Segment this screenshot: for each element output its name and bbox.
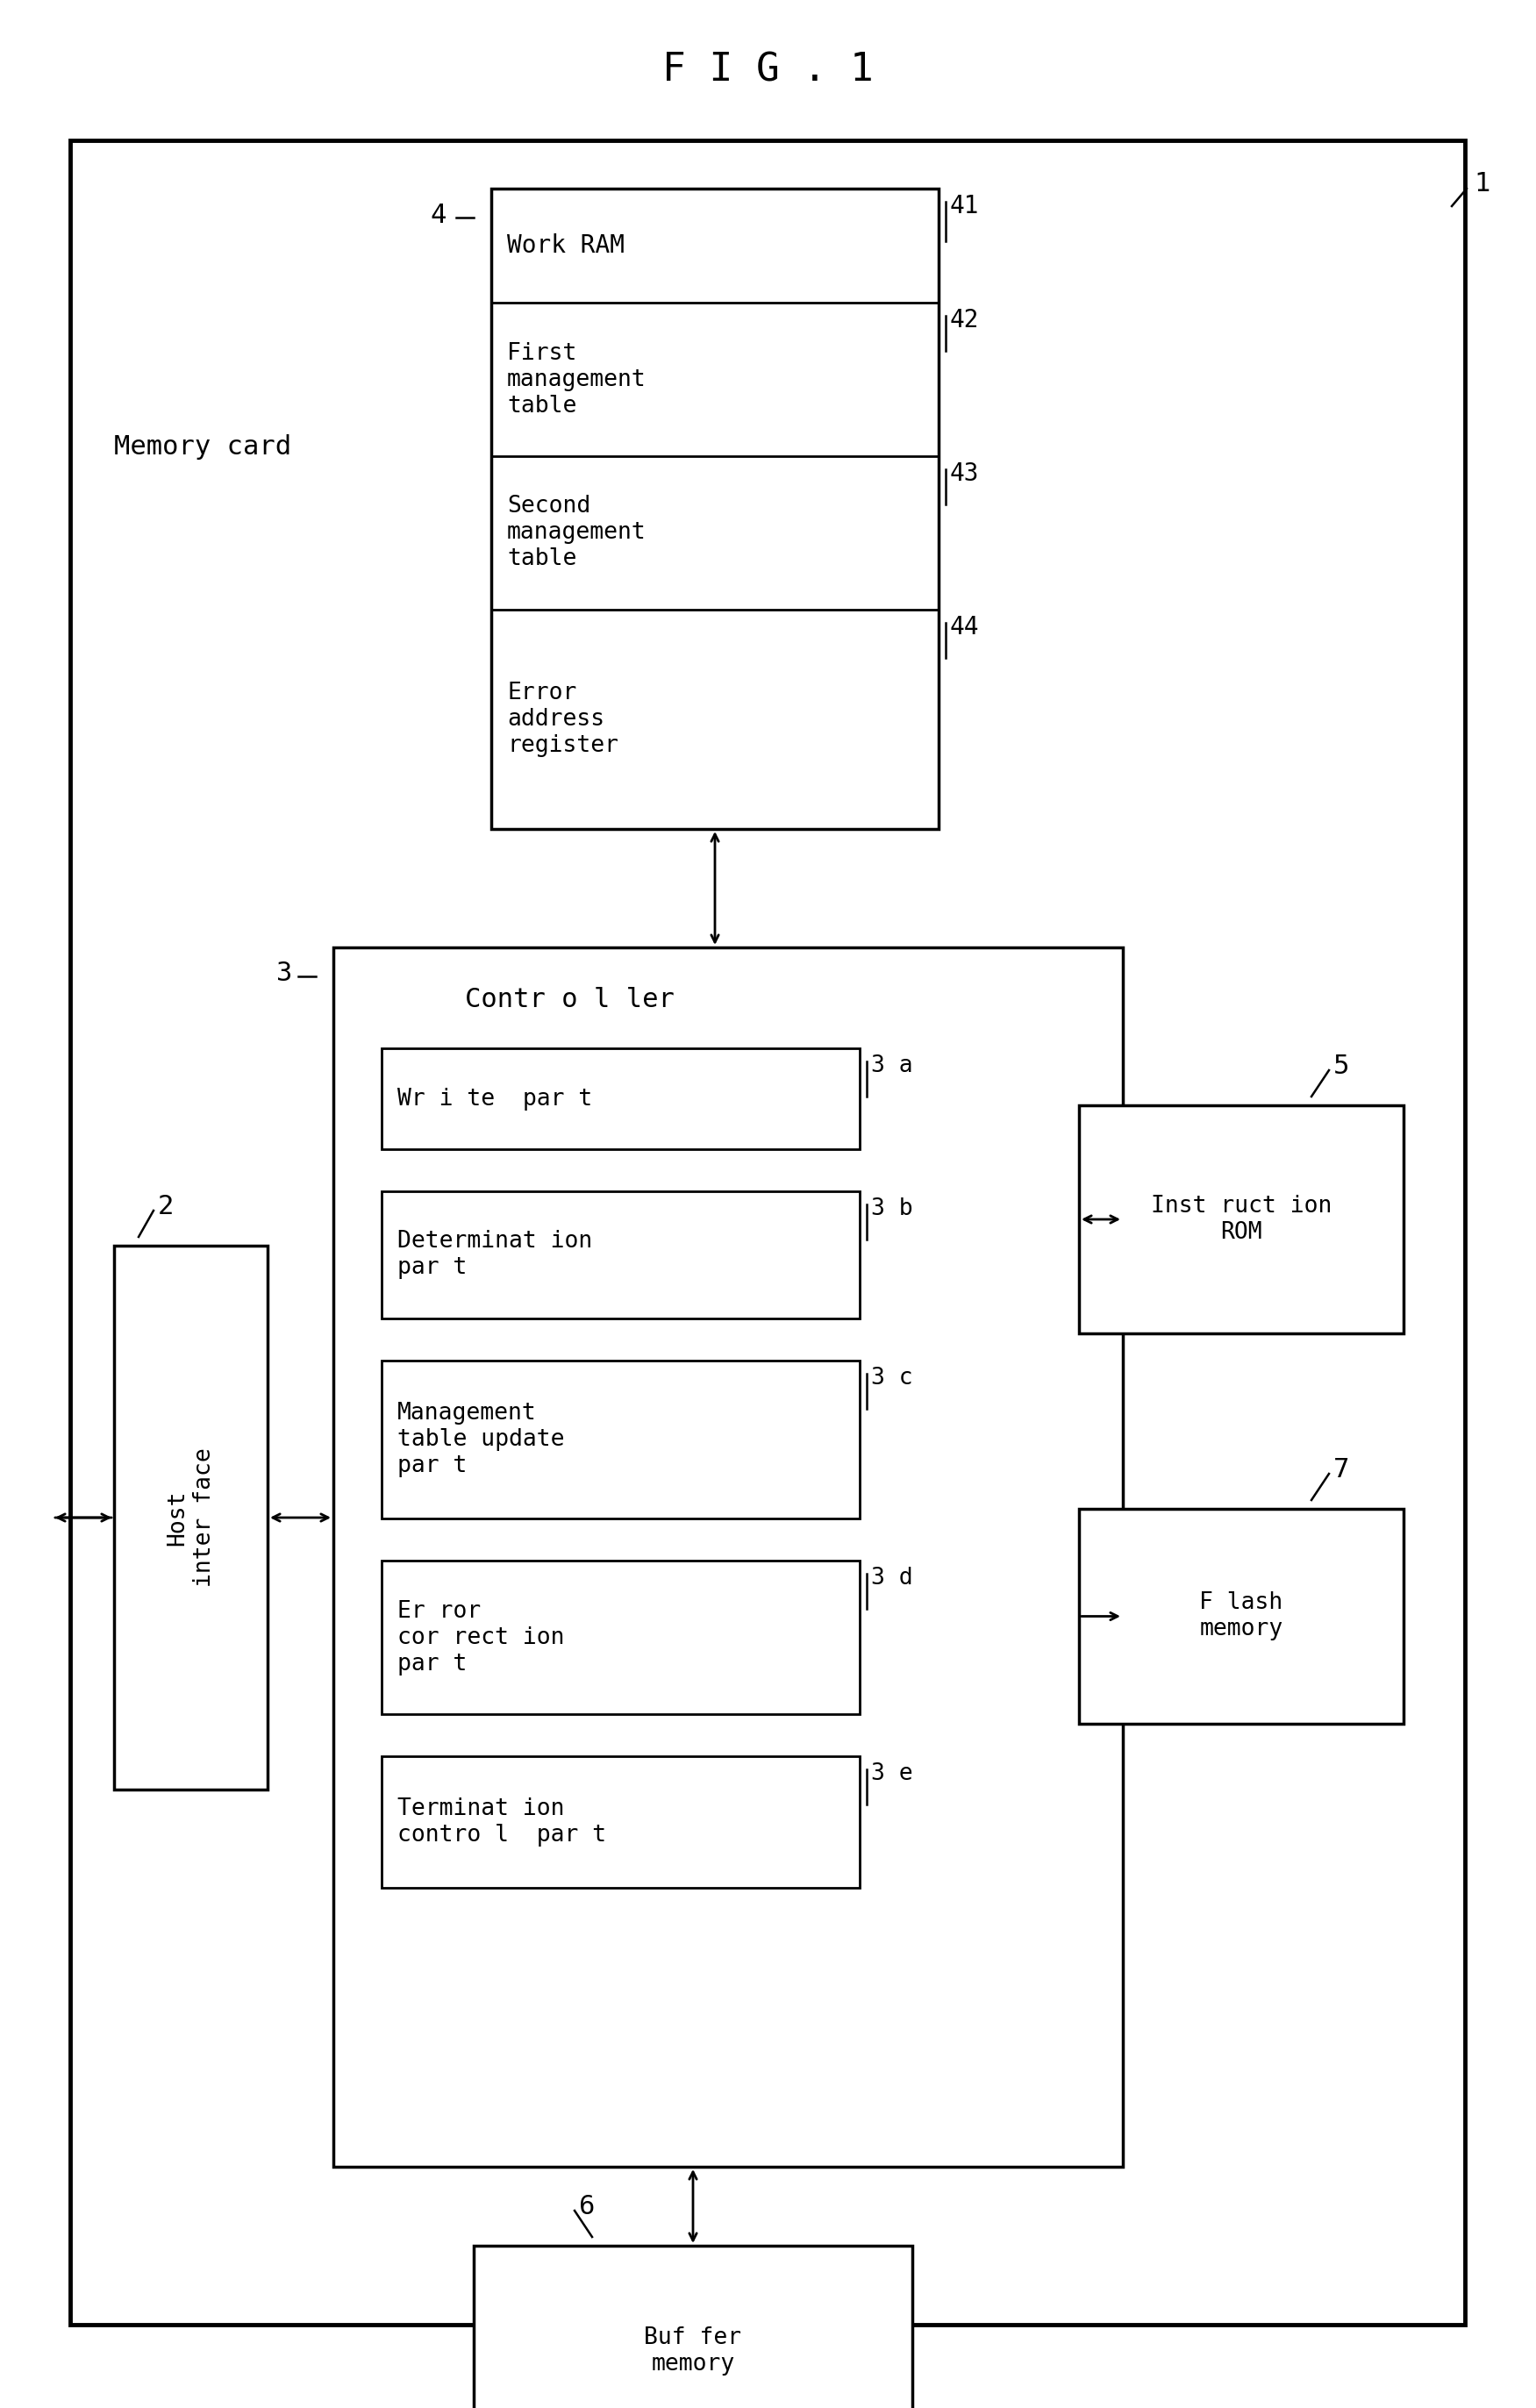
Text: 7: 7 xyxy=(1333,1457,1350,1481)
Text: 3 a: 3 a xyxy=(871,1055,912,1076)
Text: Inst ruct ion
ROM: Inst ruct ion ROM xyxy=(1150,1194,1332,1245)
Text: Wr i te  par t: Wr i te par t xyxy=(398,1088,593,1110)
Text: Memory card: Memory card xyxy=(114,436,292,460)
Bar xyxy=(381,1192,860,1320)
Text: 3 d: 3 d xyxy=(871,1568,912,1589)
Text: 42: 42 xyxy=(951,308,980,332)
Text: 43: 43 xyxy=(951,462,980,486)
Text: 44: 44 xyxy=(951,614,980,641)
Text: 3 b: 3 b xyxy=(871,1197,912,1221)
Bar xyxy=(381,1560,860,1714)
Text: 2: 2 xyxy=(158,1194,174,1218)
Bar xyxy=(114,1245,267,1789)
Text: 1: 1 xyxy=(1473,171,1490,197)
Bar xyxy=(1078,1510,1404,1724)
Text: Error
address
register: Error address register xyxy=(507,681,619,756)
Text: Er ror
cor rect ion
par t: Er ror cor rect ion par t xyxy=(398,1599,565,1676)
Text: Work RAM: Work RAM xyxy=(507,234,625,258)
Text: Determinat ion
par t: Determinat ion par t xyxy=(398,1230,593,1279)
Text: Terminat ion
contro l  par t: Terminat ion contro l par t xyxy=(398,1796,607,1847)
Text: Host
inter face: Host inter face xyxy=(166,1447,215,1587)
Text: Buf fer
memory: Buf fer memory xyxy=(644,2326,742,2377)
Bar xyxy=(381,1047,860,1149)
Bar xyxy=(1078,1105,1404,1334)
Text: First
management
table: First management table xyxy=(507,342,647,417)
Text: 4: 4 xyxy=(430,202,445,229)
Bar xyxy=(333,946,1123,2167)
Text: F lash
memory: F lash memory xyxy=(1200,1592,1283,1640)
Text: F I G . 1: F I G . 1 xyxy=(662,51,874,89)
Bar xyxy=(473,2247,912,2408)
Text: 5: 5 xyxy=(1333,1052,1350,1079)
Text: 3: 3 xyxy=(276,961,292,987)
Text: Second
management
table: Second management table xyxy=(507,496,647,571)
Bar xyxy=(381,1755,860,1888)
Text: 3 c: 3 c xyxy=(871,1368,912,1389)
Text: 3 e: 3 e xyxy=(871,1763,912,1784)
Text: Contr o l ler: Contr o l ler xyxy=(465,987,674,1014)
Bar xyxy=(492,188,938,828)
Text: Management
table update
par t: Management table update par t xyxy=(398,1401,565,1476)
Text: 6: 6 xyxy=(579,2194,594,2218)
Bar xyxy=(381,1361,860,1519)
Text: 41: 41 xyxy=(951,195,980,219)
